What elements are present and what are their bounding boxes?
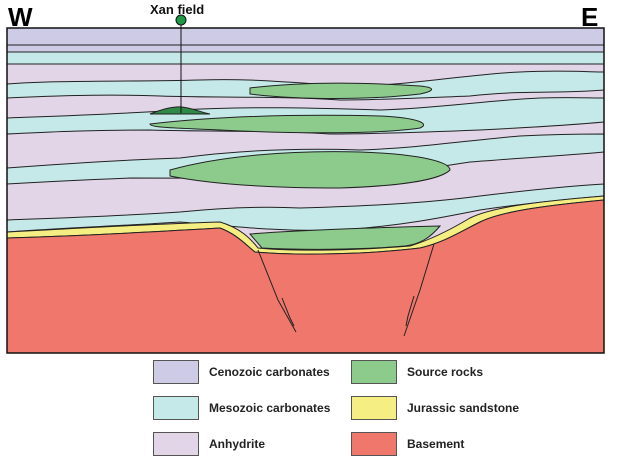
legend-label: Cenozoic carbonates <box>209 365 330 379</box>
fault-west-arrow <box>281 297 295 327</box>
legend-swatch <box>153 396 199 420</box>
graben-source-rocks <box>248 225 442 250</box>
geologic-cross-section <box>6 14 605 354</box>
legend-label: Mesozoic carbonates <box>209 401 331 415</box>
fault-west <box>257 249 297 333</box>
well-label: Xan field <box>150 2 205 17</box>
legend-swatch <box>351 360 397 384</box>
legend-swatch <box>153 360 199 384</box>
well-head-icon <box>175 14 187 26</box>
legend-swatch <box>153 432 199 456</box>
east-label: E <box>581 2 599 32</box>
legend-label: Anhydrite <box>209 437 266 451</box>
legend-label: Source rocks <box>407 365 484 379</box>
legend-swatch <box>351 396 397 420</box>
west-label: W <box>8 2 33 32</box>
fault-east-arrow <box>405 295 415 327</box>
legend-label: Basement <box>407 437 465 451</box>
source-rock-lens-3 <box>169 151 451 189</box>
xan-field-trap <box>149 106 211 115</box>
cenozoic-carbonates-layer <box>7 28 604 52</box>
source-rock-lens-1 <box>249 82 432 99</box>
mesozoic-layer-1 <box>6 51 605 65</box>
basement-layer <box>6 199 605 354</box>
source-rock-lens-2 <box>149 114 425 134</box>
fault-east <box>403 243 435 337</box>
legend-swatch <box>351 432 397 456</box>
legend-label: Jurassic sandstone <box>407 401 520 415</box>
section-frame <box>6 27 605 354</box>
